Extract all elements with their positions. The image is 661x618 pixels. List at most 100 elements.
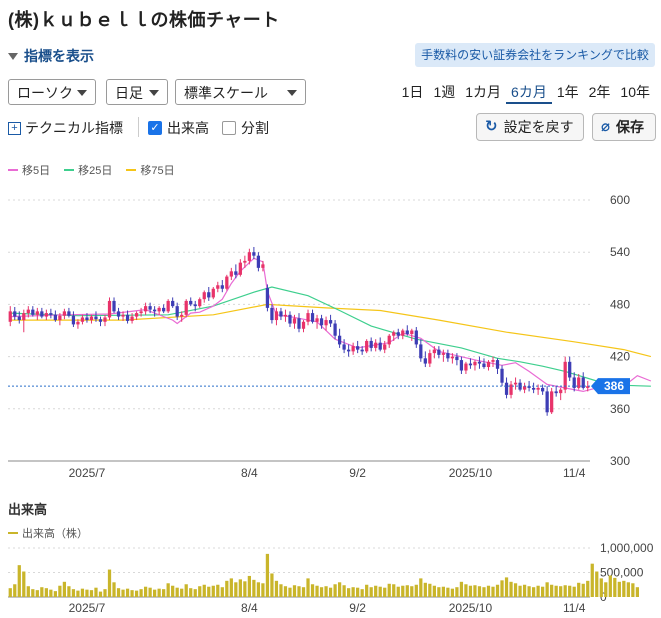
volume-checkbox[interactable]: ✓ 出来高 [148, 118, 209, 138]
volume-y-tick-label: 1,000,000 [600, 541, 654, 555]
technical-indicator-button[interactable]: + テクニカル指標 [8, 118, 123, 138]
candle-body [306, 313, 310, 322]
candle-body [319, 318, 324, 326]
candle-body [207, 292, 211, 298]
candle-body [401, 330, 405, 336]
split-checkbox[interactable]: 分割 [222, 118, 269, 138]
volume-bar [62, 581, 67, 597]
save-label: 保存 [616, 119, 645, 135]
candle-body [148, 306, 152, 310]
period-tab-5[interactable]: 2年 [588, 84, 611, 100]
candle-body [252, 252, 256, 256]
x-tick-label: 8/4 [241, 466, 258, 480]
ranking-banner-link[interactable]: 手数料の安い証券会社をランキングで比較 [415, 43, 655, 67]
volume-bar [229, 578, 233, 597]
candle-body [229, 271, 233, 277]
reset-label: 設定を戻す [503, 119, 574, 135]
legend-ma5: 移5日 [8, 162, 50, 178]
volume-bar [89, 590, 94, 597]
period-tab-3[interactable]: 6カ月 [506, 82, 552, 104]
candle-body [541, 387, 545, 392]
volume-bar [495, 584, 500, 597]
volume-bar [157, 588, 161, 597]
candle-body [581, 377, 585, 388]
candle-body [374, 342, 378, 348]
candle-body [139, 311, 143, 314]
candle-body [297, 318, 301, 329]
volume-bar [459, 581, 464, 597]
volume-y-tick-label: 500,000 [600, 566, 644, 580]
candle-body [577, 377, 581, 388]
volume-bar [482, 587, 486, 597]
legend-ma25: 移25日 [64, 162, 112, 178]
paperclip-icon: ⌀ [601, 118, 611, 135]
interval-select[interactable]: 日足 [106, 79, 168, 105]
volume-x-tick-label: 11/4 [563, 601, 586, 615]
candle-body [288, 314, 292, 324]
volume-bar [216, 584, 220, 597]
current-price-label: 386 [604, 379, 624, 393]
y-tick-label: 600 [610, 193, 630, 207]
y-tick-label: 300 [610, 454, 630, 468]
plus-icon: + [8, 121, 21, 135]
candle-body [509, 384, 513, 395]
volume-bar [504, 577, 509, 597]
show-indicators-label: 指標を表示 [24, 48, 94, 64]
candle-body [387, 335, 391, 345]
volume-bar [360, 589, 364, 597]
period-tab-2[interactable]: 1カ月 [465, 84, 502, 100]
candle-body [261, 264, 265, 268]
volume-bar [541, 586, 545, 597]
volume-bar [139, 589, 143, 597]
volume-x-tick-label: 2025/10 [449, 601, 493, 615]
period-tab-4[interactable]: 1年 [556, 84, 579, 100]
volume-bar [283, 586, 288, 597]
candle-body [265, 287, 270, 308]
volume-bar [67, 586, 71, 597]
volume-bar [631, 583, 635, 597]
candle-body [504, 382, 509, 395]
scale-select[interactable]: 標準スケール [175, 79, 306, 105]
candle-body [500, 368, 504, 383]
candle-body [315, 318, 319, 322]
candle-body [495, 360, 500, 369]
candle-body [405, 330, 409, 334]
candle-body [550, 391, 554, 413]
volume-bar [175, 587, 179, 597]
candle-body [486, 361, 491, 368]
candle-body [342, 344, 346, 350]
chart-type-select[interactable]: ローソク [8, 79, 96, 105]
volume-legend-label: 出来高（株） [22, 528, 88, 540]
period-tab-0[interactable]: 1日 [401, 84, 424, 100]
volume-bar [35, 590, 39, 597]
period-tab-1[interactable]: 1週 [433, 84, 456, 100]
volume-bar [477, 586, 482, 597]
chevron-down-icon [77, 90, 87, 96]
volume-legend: 出来高（株） [8, 525, 88, 541]
volume-bar [256, 582, 261, 597]
candle-body [193, 304, 197, 307]
volume-bar [369, 587, 373, 597]
candle-body [189, 300, 193, 305]
volume-bar [396, 586, 400, 597]
candle-body [428, 353, 432, 364]
volume-bar [626, 582, 630, 597]
period-tab-6[interactable]: 10年 [620, 84, 650, 100]
candle-body [464, 363, 468, 371]
volume-bar [306, 578, 310, 597]
save-button[interactable]: ⌀ 保存 [592, 113, 656, 141]
y-tick-label: 480 [610, 297, 630, 311]
candle-body [26, 309, 30, 314]
volume-bar [500, 580, 504, 597]
volume-bar [243, 581, 247, 597]
volume-bar [261, 583, 265, 597]
candle-body [554, 391, 558, 394]
candle-body [324, 320, 328, 326]
reset-settings-button[interactable]: ↻ 設定を戻す [476, 113, 584, 141]
volume-bar [13, 584, 17, 597]
volume-bar [613, 577, 617, 597]
technical-indicator-label: テクニカル指標 [25, 120, 123, 136]
volume-checkbox-label: 出来高 [167, 120, 209, 136]
volume-bar [527, 586, 531, 597]
show-indicators-toggle[interactable]: 指標を表示 [8, 46, 94, 66]
